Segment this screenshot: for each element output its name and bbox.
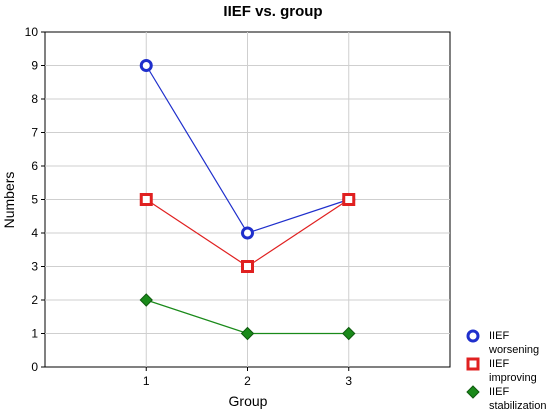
x-tick-label: 2	[244, 374, 251, 388]
y-tick-label: 10	[25, 25, 39, 39]
y-tick-label: 6	[31, 159, 38, 173]
legend-marker	[466, 385, 480, 399]
legend-item: IIEF worsening	[466, 329, 539, 356]
data-point	[139, 193, 153, 206]
data-point	[139, 59, 153, 72]
y-tick-label: 1	[31, 327, 38, 341]
y-tick-label: 4	[31, 226, 38, 240]
legend-label: IIEF	[489, 358, 509, 370]
data-point	[241, 226, 254, 240]
y-tick-label: 7	[31, 126, 38, 140]
legend-marker	[466, 329, 480, 343]
y-axis-label: Numbers	[1, 172, 17, 229]
legend-label: worsening	[488, 344, 539, 356]
x-tick-label: 3	[345, 374, 352, 388]
y-tick-label: 5	[31, 193, 38, 207]
legend-label: improving	[489, 372, 537, 384]
legend-item: IIEF improving	[466, 357, 537, 384]
data-point	[342, 326, 356, 341]
y-tick-label: 0	[31, 360, 38, 374]
x-axis-label: Group	[229, 393, 268, 409]
y-tick-label: 3	[31, 260, 38, 274]
legend-label: IIEF	[489, 330, 509, 342]
x-tick-label: 1	[143, 374, 150, 388]
series-layer	[139, 59, 356, 341]
legend-label: IIEF	[489, 386, 509, 398]
legend: IIEF worsening IIEF improving IIEF stabilizat…	[466, 329, 546, 412]
data-point	[240, 326, 255, 341]
y-tick-label: 9	[31, 59, 38, 73]
y-tick-label: 8	[31, 92, 38, 106]
data-point	[342, 193, 356, 206]
data-point	[241, 260, 254, 273]
series-2	[139, 293, 356, 341]
data-point	[139, 293, 153, 307]
chart-title: IIEF vs. group	[223, 3, 322, 20]
y-axis-ticks: 0 1 2 3 4 5 6 7 8 9 10	[25, 25, 45, 374]
legend-item: IIEF stabilization	[466, 385, 546, 412]
series-1	[139, 193, 356, 273]
legend-label: stabilization	[489, 400, 546, 412]
legend-marker	[466, 357, 480, 371]
x-axis-ticks: 1 2 3	[143, 367, 352, 388]
y-tick-label: 2	[31, 293, 38, 307]
